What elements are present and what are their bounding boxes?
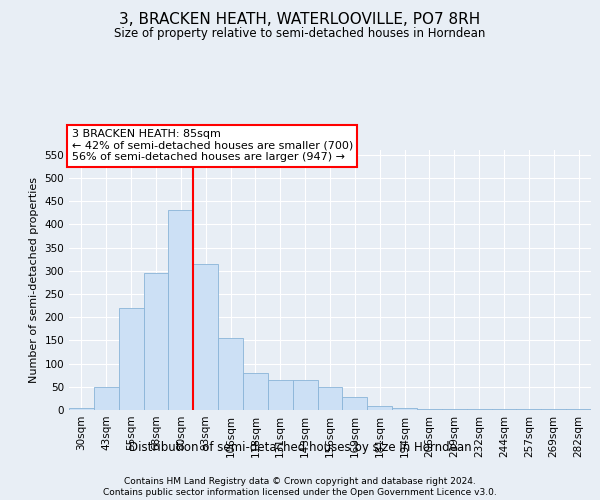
Bar xyxy=(293,380,317,410)
Bar xyxy=(69,408,94,410)
Bar xyxy=(442,408,467,410)
Bar xyxy=(193,264,218,410)
Bar xyxy=(94,387,119,410)
Bar xyxy=(343,397,367,410)
Bar xyxy=(218,338,243,410)
Text: Contains public sector information licensed under the Open Government Licence v3: Contains public sector information licen… xyxy=(103,488,497,497)
Text: Distribution of semi-detached houses by size in Horndean: Distribution of semi-detached houses by … xyxy=(128,441,472,454)
Y-axis label: Number of semi-detached properties: Number of semi-detached properties xyxy=(29,177,39,383)
Bar xyxy=(143,273,169,410)
Bar xyxy=(317,387,343,410)
Bar xyxy=(119,308,143,410)
Bar xyxy=(517,409,541,410)
Bar xyxy=(243,373,268,410)
Bar xyxy=(367,406,392,410)
Text: Contains HM Land Registry data © Crown copyright and database right 2024.: Contains HM Land Registry data © Crown c… xyxy=(124,476,476,486)
Text: Size of property relative to semi-detached houses in Horndean: Size of property relative to semi-detach… xyxy=(115,28,485,40)
Text: 3 BRACKEN HEATH: 85sqm
← 42% of semi-detached houses are smaller (700)
56% of se: 3 BRACKEN HEATH: 85sqm ← 42% of semi-det… xyxy=(71,129,353,162)
Bar xyxy=(417,408,442,410)
Bar xyxy=(268,380,293,410)
Bar xyxy=(566,409,591,410)
Bar xyxy=(169,210,193,410)
Text: 3, BRACKEN HEATH, WATERLOOVILLE, PO7 8RH: 3, BRACKEN HEATH, WATERLOOVILLE, PO7 8RH xyxy=(119,12,481,28)
Bar xyxy=(541,409,566,410)
Bar xyxy=(392,408,417,410)
Bar xyxy=(491,409,517,410)
Bar xyxy=(467,408,491,410)
